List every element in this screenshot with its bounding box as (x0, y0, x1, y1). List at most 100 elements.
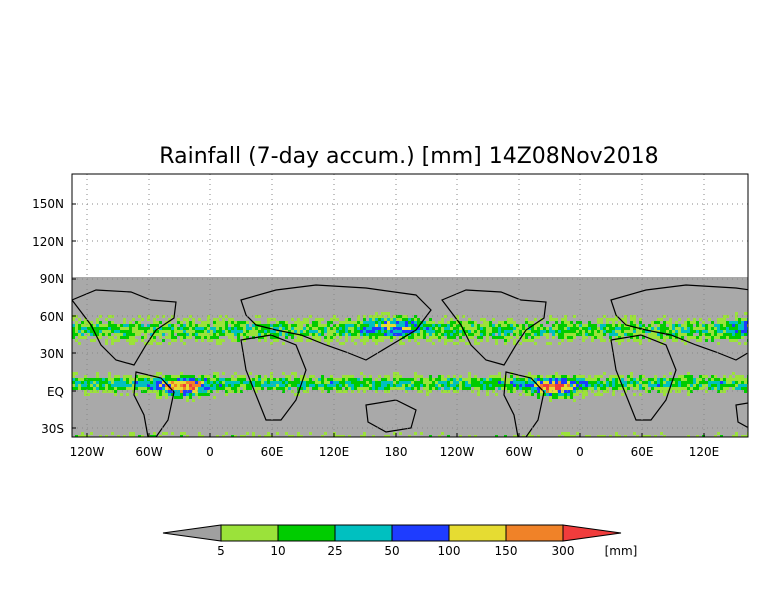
rain-cell (228, 378, 231, 381)
rain-cell (600, 324, 603, 327)
rain-cell (576, 330, 579, 333)
rain-cell (528, 330, 531, 333)
rain-cell (498, 324, 501, 327)
rain-cell (114, 384, 117, 387)
rain-cell (606, 387, 609, 390)
rain-cell (390, 324, 393, 327)
rain-cell (417, 342, 420, 345)
rain-cell (285, 381, 288, 384)
rain-cell (189, 336, 192, 339)
rain-cell (366, 324, 369, 327)
rain-cell (498, 375, 501, 378)
rain-cell (543, 381, 546, 384)
rain-cell (84, 318, 87, 321)
rain-cell (339, 333, 342, 336)
rain-cell (294, 372, 297, 375)
rain-cell (159, 336, 162, 339)
rain-cell (81, 327, 84, 330)
rain-cell (609, 375, 612, 378)
rain-cell (276, 381, 279, 384)
rain-cell (690, 327, 693, 330)
rain-cell (504, 333, 507, 336)
rain-cell (99, 324, 102, 327)
rain-cell (648, 384, 651, 387)
rain-cell (696, 321, 699, 324)
rain-cell (156, 378, 159, 381)
rain-cell (228, 387, 231, 390)
rain-cell (135, 384, 138, 387)
rain-cell (603, 372, 606, 375)
rain-cell (552, 375, 555, 378)
rain-cell (90, 390, 93, 393)
rain-cell (216, 324, 219, 327)
rain-cell (708, 324, 711, 327)
rain-cell (468, 387, 471, 390)
rain-cell (255, 378, 258, 381)
rain-cell (363, 327, 366, 330)
rain-cell (417, 321, 420, 324)
rain-cell (543, 333, 546, 336)
rain-cell (210, 327, 213, 330)
rain-cell (531, 384, 534, 387)
rain-cell (231, 384, 234, 387)
rain-cell (687, 384, 690, 387)
rain-cell (540, 375, 543, 378)
rain-cell (81, 381, 84, 384)
continent-outline (735, 402, 748, 429)
colorbar-swatch (448, 524, 507, 542)
rain-cell (72, 336, 75, 339)
rain-cell (432, 381, 435, 384)
rain-cell (573, 393, 576, 396)
rain-cell (708, 336, 711, 339)
rain-cell (654, 384, 657, 387)
rain-cell (261, 330, 264, 333)
rain-cell (408, 378, 411, 381)
rain-cell (132, 381, 135, 384)
rain-cell (555, 321, 558, 324)
rain-cell (387, 381, 390, 384)
rain-cell (282, 324, 285, 327)
rain-cell (180, 330, 183, 333)
rain-cell (312, 375, 315, 378)
rain-cell (129, 381, 132, 384)
colorbar-swatch (391, 524, 450, 542)
rain-cell (108, 375, 111, 378)
rain-cell (516, 336, 519, 339)
rain-cell (408, 381, 411, 384)
rain-cell (108, 315, 111, 318)
rain-cell (636, 387, 639, 390)
rain-cell (459, 324, 462, 327)
rain-cell (111, 330, 114, 333)
rain-cell (687, 378, 690, 381)
rain-cell (462, 384, 465, 387)
rain-cell (450, 318, 453, 321)
rain-cell (135, 378, 138, 381)
rain-cell (348, 381, 351, 384)
rain-cell (630, 378, 633, 381)
rain-cell (714, 378, 717, 381)
rain-cell (210, 333, 213, 336)
rain-cell (72, 375, 75, 378)
rain-cell (630, 327, 633, 330)
rain-cell (549, 390, 552, 393)
rain-cell (135, 333, 138, 336)
rain-cell (243, 339, 246, 342)
rain-cell (555, 393, 558, 396)
rain-cell (147, 324, 150, 327)
rain-cell (585, 387, 588, 390)
rain-cell (438, 330, 441, 333)
rain-cell (258, 333, 261, 336)
rain-cell (636, 435, 639, 437)
rain-cell (582, 330, 585, 333)
rain-cell (627, 378, 630, 381)
rain-cell (387, 390, 390, 393)
rain-cell (87, 384, 90, 387)
rain-cell (138, 378, 141, 381)
rain-cell (726, 381, 729, 384)
rain-cell (459, 375, 462, 378)
rain-cell (243, 330, 246, 333)
rain-cell (105, 327, 108, 330)
rain-cell (177, 393, 180, 396)
rain-cell (213, 384, 216, 387)
rain-cell (693, 378, 696, 381)
